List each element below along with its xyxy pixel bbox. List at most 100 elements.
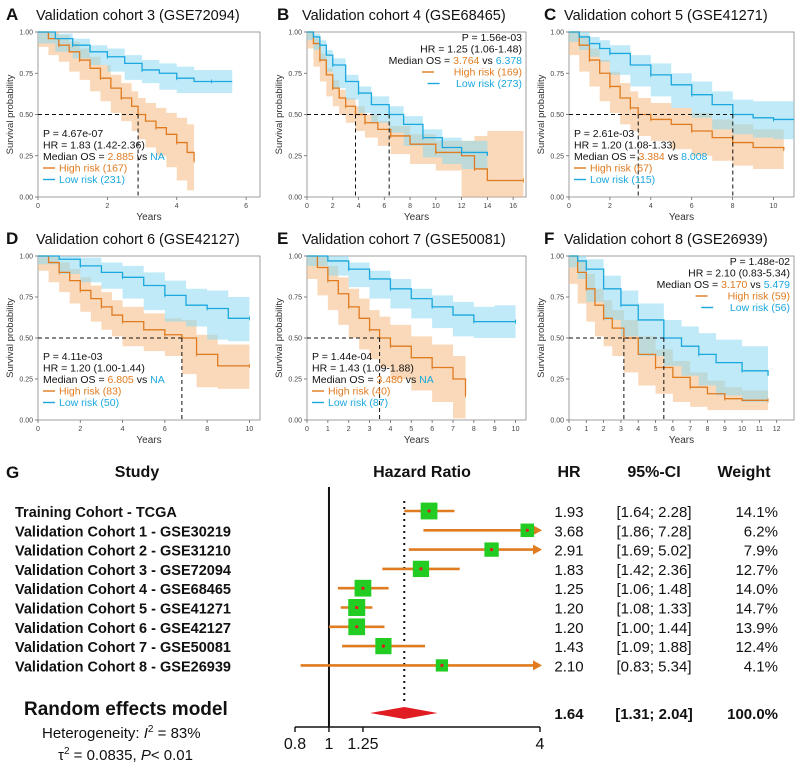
forest-plot: G Study Hazard Ratio HR 95%-CI Weight Training… [6, 463, 778, 764]
median-os: Median OS = 2.885 vs NA [43, 151, 165, 163]
km-panel-b: B Validation cohort 4 (GSE68465) 0.00 0.25 0… [274, 5, 527, 223]
panel-letter: B [277, 5, 289, 24]
median-high: 3.384 [639, 151, 665, 163]
hazard-ratio: HR = 1.43 (1.09-1.88) [312, 363, 414, 375]
panel-letter: G [6, 463, 19, 482]
median-os: Median OS = 3.170 vs 5.479 [657, 279, 791, 291]
legend-label: High risk (83) [59, 386, 121, 398]
y-tick-label: 0.50 [288, 336, 302, 343]
x-tick-label: 3 [368, 426, 372, 433]
heterogeneity-tau-label: τ [58, 747, 64, 764]
median-low: NA [150, 374, 165, 386]
forest-x-tick-label: 4 [536, 736, 545, 753]
y-tick-label: 0.00 [550, 195, 564, 202]
x-tick-label: 0 [567, 426, 571, 433]
low-risk-curve [38, 31, 233, 83]
y-tick-label: 0.00 [550, 418, 564, 425]
legend-label: Low risk (56) [730, 302, 790, 314]
legend-label: High risk (67) [590, 163, 652, 175]
hr-value: 1.20 [554, 620, 583, 637]
panel-title: Validation cohort 4 (GSE68465) [302, 8, 506, 24]
median-label: Median OS = [657, 279, 722, 291]
weight-value: 14.1% [735, 504, 778, 521]
hazard-ratio: HR = 1.25 (1.06-1.48) [420, 44, 522, 56]
median-low: 6.378 [496, 55, 522, 67]
hr-value: 2.10 [554, 658, 583, 675]
y-axis-label: Survival probability [5, 298, 16, 378]
x-tick-label: 16 [509, 203, 517, 210]
x-tick-label: 1 [584, 426, 588, 433]
p-value: P = 4.11e-03 [43, 351, 103, 363]
header-hazard-ratio: Hazard Ratio [373, 464, 471, 481]
p-value: P = 2.61e-03 [574, 128, 634, 140]
study-label: Validation Cohort 4 - GSE68465 [15, 582, 231, 598]
x-tick-label: 4 [357, 203, 361, 210]
point-estimate [427, 509, 431, 513]
y-axis-label: Survival probability [274, 74, 285, 154]
heterogeneity-i2-sup: 2 [148, 724, 154, 735]
x-tick-label: 2 [331, 203, 335, 210]
median-low: NA [419, 374, 434, 386]
high-risk-curve [38, 255, 250, 367]
y-tick-label: 0.25 [19, 153, 33, 160]
x-tick-label: 5 [654, 426, 658, 433]
x-tick-label: 10 [246, 426, 254, 433]
panel-letter: A [6, 5, 18, 24]
km-panel-c: C Validation cohort 5 (GSE41271) 0.00 0.25 0… [536, 5, 795, 223]
x-tick-label: 5 [409, 426, 413, 433]
ci-value: [0.83; 5.34] [616, 658, 691, 675]
study-label: Validation Cohort 5 - GSE41271 [15, 602, 231, 618]
x-tick-label: 3 [619, 426, 623, 433]
median-vs: vs [134, 374, 150, 386]
hr-value: 2.91 [554, 543, 583, 560]
summary-ci: [1.31; 2.04] [615, 706, 693, 723]
x-tick-label: 8 [731, 203, 735, 210]
y-tick-label: 0.75 [550, 295, 564, 302]
low-risk-curve [569, 31, 794, 121]
x-tick-label: 8 [408, 203, 412, 210]
point-estimate [440, 663, 444, 668]
study-label: Validation Cohort 8 - GSE26939 [15, 659, 231, 675]
ci-value: [1.08; 1.33] [616, 601, 691, 618]
y-tick-label: 0.75 [19, 71, 33, 78]
x-tick-label: 7 [451, 426, 455, 433]
high-risk-ci-band [307, 256, 466, 419]
x-tick-label: 4 [121, 426, 125, 433]
km-panel-d: D Validation cohort 6 (GSE42127) 0.00 0.25 0… [5, 229, 261, 446]
panel-title: Validation cohort 3 (GSE72094) [36, 8, 240, 24]
median-os: Median OS = 3.480 vs NA [312, 374, 434, 386]
panel-letter: D [6, 229, 18, 248]
y-tick-label: 1.00 [19, 30, 33, 37]
x-tick-label: 8 [205, 426, 209, 433]
hr-value: 1.93 [554, 504, 583, 521]
panel-letter: C [544, 5, 556, 24]
weight-value: 7.9% [744, 543, 778, 560]
hr-value: 1.43 [554, 639, 583, 656]
summary-diamond [370, 707, 438, 719]
x-tick-label: 14 [483, 203, 491, 210]
hazard-ratio: HR = 1.20 (1.00-1.44) [43, 363, 145, 375]
ci-value: [1.42; 2.36] [616, 562, 691, 579]
weight-value: 12.4% [735, 639, 778, 656]
heterogeneity-tau-value: = 0.0835 [70, 747, 133, 764]
header-ci: 95%-CI [627, 464, 680, 481]
separator: , [132, 747, 140, 764]
x-tick-label: 11 [756, 426, 763, 433]
median-low: NA [150, 151, 165, 163]
hazard-ratio: HR = 1.83 (1.42-2.36) [43, 140, 145, 152]
x-axis-label: Years [669, 212, 694, 223]
weight-value: 13.9% [735, 620, 778, 637]
y-tick-label: 0.00 [288, 418, 302, 425]
point-estimate [355, 625, 359, 629]
summary-label: Random effects model [24, 699, 228, 720]
ci-arrow-right [533, 525, 542, 536]
study-label: Validation Cohort 3 - GSE72094 [15, 563, 231, 579]
x-tick-label: 0 [36, 426, 40, 433]
y-axis-label: Survival probability [536, 298, 547, 378]
hazard-ratio: HR = 2.10 (0.83-5.34) [688, 268, 790, 280]
panel-title: Validation cohort 6 (GSE42127) [36, 232, 240, 248]
study-label: Validation Cohort 2 - GSE31210 [15, 544, 231, 560]
low-risk-ci-band [38, 256, 250, 342]
hr-value: 1.20 [554, 601, 583, 618]
x-tick-label: 2 [608, 203, 612, 210]
